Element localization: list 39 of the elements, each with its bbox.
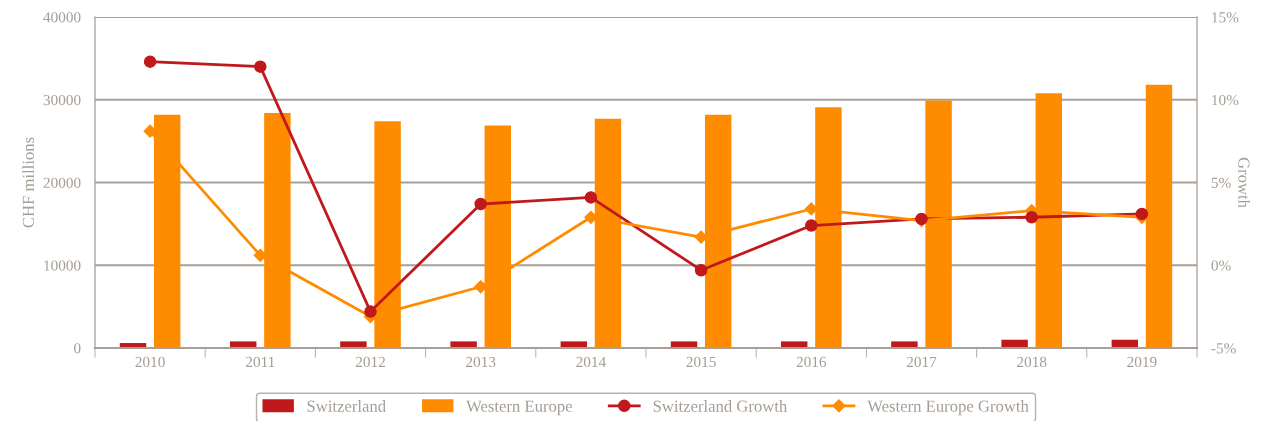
- point: [253, 248, 267, 262]
- y2-tick-label: 15%: [1212, 12, 1239, 23]
- x-tick-label: 2012: [355, 356, 385, 368]
- y-tick-label: 40000: [43, 12, 81, 23]
- y2-tick-label: 5%: [1211, 177, 1231, 188]
- point: [474, 197, 487, 211]
- y-tick-label: 0: [74, 343, 81, 354]
- bar: [891, 341, 918, 348]
- y2-tick-label: 10%: [1212, 94, 1239, 106]
- y-axis-title: CHF millions: [22, 137, 34, 228]
- bar: [450, 341, 477, 348]
- legend-label: Western Europe: [466, 400, 572, 416]
- point: [143, 55, 157, 68]
- y2-axis-title: Growth: [1238, 157, 1250, 208]
- x-tick-label: 2017: [906, 356, 937, 368]
- y-tick-label: 30000: [43, 94, 81, 106]
- x-tick-label: 2018: [1017, 356, 1047, 368]
- x-tick-label: 2011: [245, 356, 275, 368]
- x-tick-label: 2019: [1127, 356, 1157, 368]
- point: [804, 202, 818, 216]
- y2-tick-label: -5%: [1211, 343, 1236, 354]
- point: [1025, 211, 1038, 224]
- legend-label: Western Europe Growth: [867, 400, 1029, 416]
- point: [364, 305, 377, 318]
- y-tick-label: 20000: [43, 177, 81, 188]
- x-tick-label: 2013: [466, 356, 496, 368]
- y2-tick-label: 0%: [1211, 260, 1231, 271]
- bar: [340, 341, 367, 348]
- legend-label: Switzerland: [307, 400, 386, 412]
- point: [254, 60, 267, 73]
- point: [584, 191, 598, 204]
- legend-label: Switzerland Growth: [653, 400, 788, 412]
- x-tick-label: 2016: [796, 356, 827, 368]
- x-tick-label: 2010: [135, 356, 165, 368]
- x-tick-label: 2014: [576, 356, 606, 368]
- point: [694, 263, 708, 277]
- x-tick-label: 2015: [686, 356, 716, 368]
- point: [805, 219, 818, 232]
- y-tick-label: 10000: [44, 260, 81, 271]
